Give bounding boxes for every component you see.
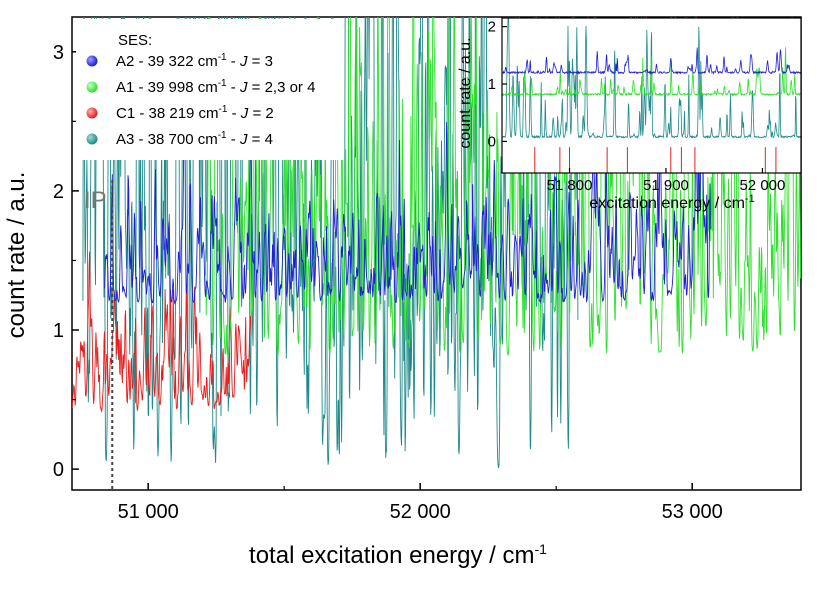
y-tick-label: 2	[53, 181, 64, 203]
x-tick-label: 53 000	[662, 501, 723, 523]
inset-series-A3-trace	[502, 18, 801, 139]
legend-entry-C1: C1 - 38 219 cm-1 - J = 2	[116, 104, 274, 122]
legend-marker-A2	[86, 55, 98, 67]
main-y-axis-title: count rate / a.u.	[3, 172, 30, 339]
legend-marker-A3	[86, 133, 98, 145]
y-tick-label: 1	[53, 320, 64, 342]
inset-axes: 51 800 51 900 52 000 0 1 2	[488, 19, 786, 194]
inset-series-A2-trace	[502, 47, 801, 75]
inset-markers	[534, 147, 777, 173]
inset-y-tick-label: 2	[488, 19, 496, 36]
series-A3-trace	[82, 17, 579, 469]
legend: SES: A2 - 39 322 cm-1 - J = 3 A1 - 39 998…	[76, 19, 344, 160]
inset-x-axis-title: excitation energy / cm-1	[589, 193, 754, 212]
main-plot-frame	[71, 16, 802, 491]
inset-y-tick-label: 1	[488, 76, 496, 93]
main-traces	[72, 17, 801, 469]
legend-entry-A3: A3 - 38 700 cm-1 - J = 4	[116, 130, 273, 148]
inset-traces	[502, 18, 801, 139]
legend-marker-A1	[86, 81, 98, 93]
series-A2-trace	[104, 115, 712, 305]
inset-x-tick-label: 52 000	[739, 177, 785, 194]
legend-entry-A2: A2 - 39 322 cm-1 - J = 3	[116, 52, 273, 70]
inset-x-tick-label: 51 800	[547, 177, 593, 194]
ionization-potential-label: IP	[84, 187, 107, 214]
inset-y-tick-label: 0	[488, 133, 496, 150]
y-tick-label: 3	[53, 42, 64, 64]
x-tick-label: 51 000	[118, 501, 179, 523]
legend-marker-C1	[86, 107, 98, 119]
main-axes: 51 000 52 000 53 000 0 1 2 3	[53, 42, 723, 523]
legend-entry-A1: A1 - 39 998 cm-1 - J = 2,3 or 4	[116, 78, 315, 96]
inset-y-axis-title: count rate / a.u.	[457, 37, 474, 148]
y-tick-label: 0	[53, 459, 64, 481]
x-tick-label: 52 000	[390, 501, 451, 523]
inset-series-A1-trace	[502, 47, 801, 97]
legend-title: SES:	[118, 32, 152, 49]
inset-x-tick-label: 51 900	[643, 177, 689, 194]
main-x-axis-title: total excitation energy / cm-1	[249, 541, 547, 569]
inset-plot-frame	[501, 17, 802, 174]
series-C1-trace	[72, 251, 252, 413]
